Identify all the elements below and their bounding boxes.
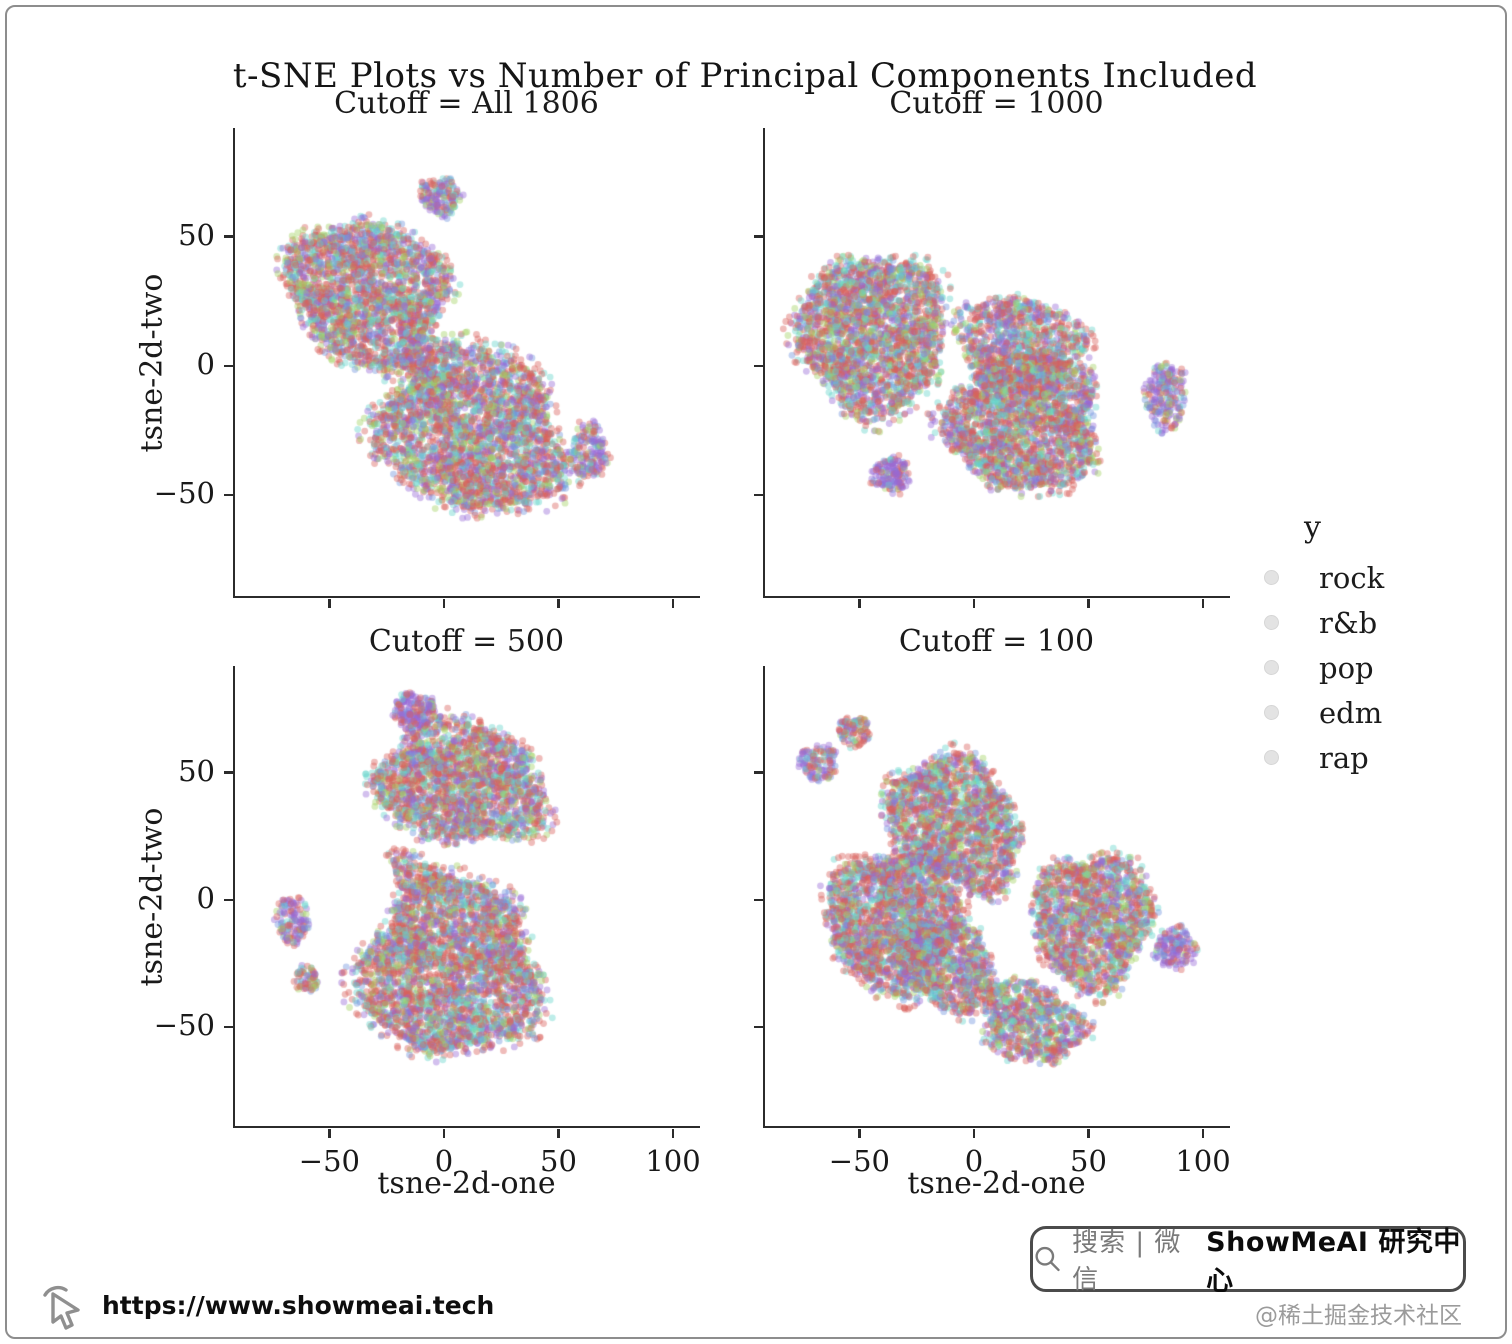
subplot-title-100: Cutoff = 100 — [898, 624, 1095, 659]
legend-label: pop — [1319, 650, 1374, 685]
subplot-cutoff-100 — [763, 666, 1230, 1128]
y-tick-label: −50 — [153, 476, 215, 511]
legend-label: r&b — [1319, 605, 1378, 640]
y-tick-label: 0 — [196, 880, 215, 915]
search-icon — [1035, 1246, 1060, 1272]
y-tick-mark — [224, 364, 233, 368]
subplot-title-500: Cutoff = 500 — [368, 624, 565, 659]
x-tick-mark — [328, 598, 331, 608]
x-tick-mark — [858, 598, 861, 608]
x-tick-mark — [442, 1128, 446, 1138]
x-tick-label: 50 — [1070, 1144, 1107, 1178]
x-axis-label-left: tsne-2d-one — [377, 1166, 556, 1201]
x-tick-mark — [671, 1128, 675, 1138]
y-tick-mark — [224, 898, 233, 902]
x-tick-label: 0 — [964, 1144, 984, 1178]
y-tick-mark — [754, 364, 763, 368]
legend-label: rap — [1319, 740, 1369, 775]
y-tick-mark — [224, 493, 233, 497]
subplot-cutoff-500 — [233, 666, 700, 1128]
y-tick-label: 50 — [178, 217, 215, 252]
y-tick-mark — [754, 1025, 763, 1029]
y-tick-mark — [754, 898, 763, 902]
legend-marker-icon — [1264, 750, 1279, 765]
y-tick-mark — [224, 1025, 233, 1029]
x-tick-mark — [557, 598, 560, 608]
legend-marker-icon — [1264, 570, 1279, 585]
y-tick-label: −50 — [153, 1007, 215, 1042]
search-badge-prefix: 搜索 | 微信 — [1072, 1228, 1182, 1295]
y-tick-mark — [224, 771, 233, 774]
x-tick-mark — [557, 1128, 560, 1138]
legend-title: y — [1304, 510, 1321, 545]
legend-item-pop: pop — [1252, 645, 1492, 690]
y-tick-mark — [754, 771, 763, 774]
legend-item-rnb: r&b — [1252, 600, 1492, 645]
scatter-canvas-100 — [765, 666, 1230, 1126]
y-tick-mark — [224, 235, 233, 238]
scatter-canvas-all-1806 — [235, 128, 700, 596]
site-url: https://www.showmeai.tech — [102, 1290, 495, 1320]
legend: y rock r&b pop edm rap — [1252, 510, 1492, 780]
legend-marker-icon — [1264, 705, 1279, 720]
x-tick-mark — [1087, 1128, 1090, 1138]
search-badge-brand: ShowMeAI 研究中心 — [1206, 1227, 1461, 1297]
x-tick-mark — [1201, 1128, 1205, 1138]
subplot-cutoff-1000 — [763, 128, 1230, 598]
x-tick-mark — [442, 598, 446, 608]
x-axis-label-right: tsne-2d-one — [907, 1166, 1086, 1201]
x-tick-mark — [1201, 598, 1205, 608]
x-tick-label: 0 — [434, 1144, 454, 1178]
legend-marker-icon — [1264, 660, 1279, 675]
x-tick-mark — [671, 598, 675, 608]
x-tick-mark — [972, 1128, 976, 1138]
subplot-title-all-1806: Cutoff = All 1806 — [334, 86, 599, 121]
y-tick-label: 50 — [178, 753, 215, 788]
scatter-canvas-1000 — [765, 128, 1230, 596]
x-tick-label: 100 — [1175, 1144, 1231, 1178]
x-tick-mark — [858, 1128, 861, 1138]
cursor-icon — [43, 1285, 80, 1330]
x-tick-label: −50 — [298, 1144, 360, 1178]
x-tick-mark — [328, 1128, 331, 1138]
y-tick-mark — [754, 235, 763, 238]
legend-label: rock — [1319, 560, 1385, 595]
x-tick-mark — [972, 598, 976, 608]
subplot-cutoff-all-1806 — [233, 128, 700, 598]
y-tick-mark — [754, 493, 763, 497]
x-tick-mark — [1087, 598, 1090, 608]
figure-title: t-SNE Plots vs Number of Principal Compo… — [232, 56, 1258, 96]
community-watermark: @稀土掘金技术社区 — [1255, 1303, 1462, 1329]
legend-item-edm: edm — [1252, 690, 1492, 735]
legend-item-rock: rock — [1252, 555, 1492, 600]
x-tick-label: 100 — [645, 1144, 701, 1178]
x-tick-label: 50 — [540, 1144, 577, 1178]
legend-item-rap: rap — [1252, 735, 1492, 780]
subplot-title-1000: Cutoff = 1000 — [889, 86, 1104, 121]
legend-marker-icon — [1264, 615, 1279, 630]
x-tick-label: −50 — [828, 1144, 890, 1178]
site-url-row: https://www.showmeai.tech — [36, 1276, 494, 1334]
y-tick-label: 0 — [196, 346, 215, 381]
legend-label: edm — [1319, 695, 1383, 730]
scatter-canvas-500 — [235, 666, 700, 1126]
wechat-search-badge: 搜索 | 微信 ShowMeAI 研究中心 — [1030, 1226, 1466, 1297]
